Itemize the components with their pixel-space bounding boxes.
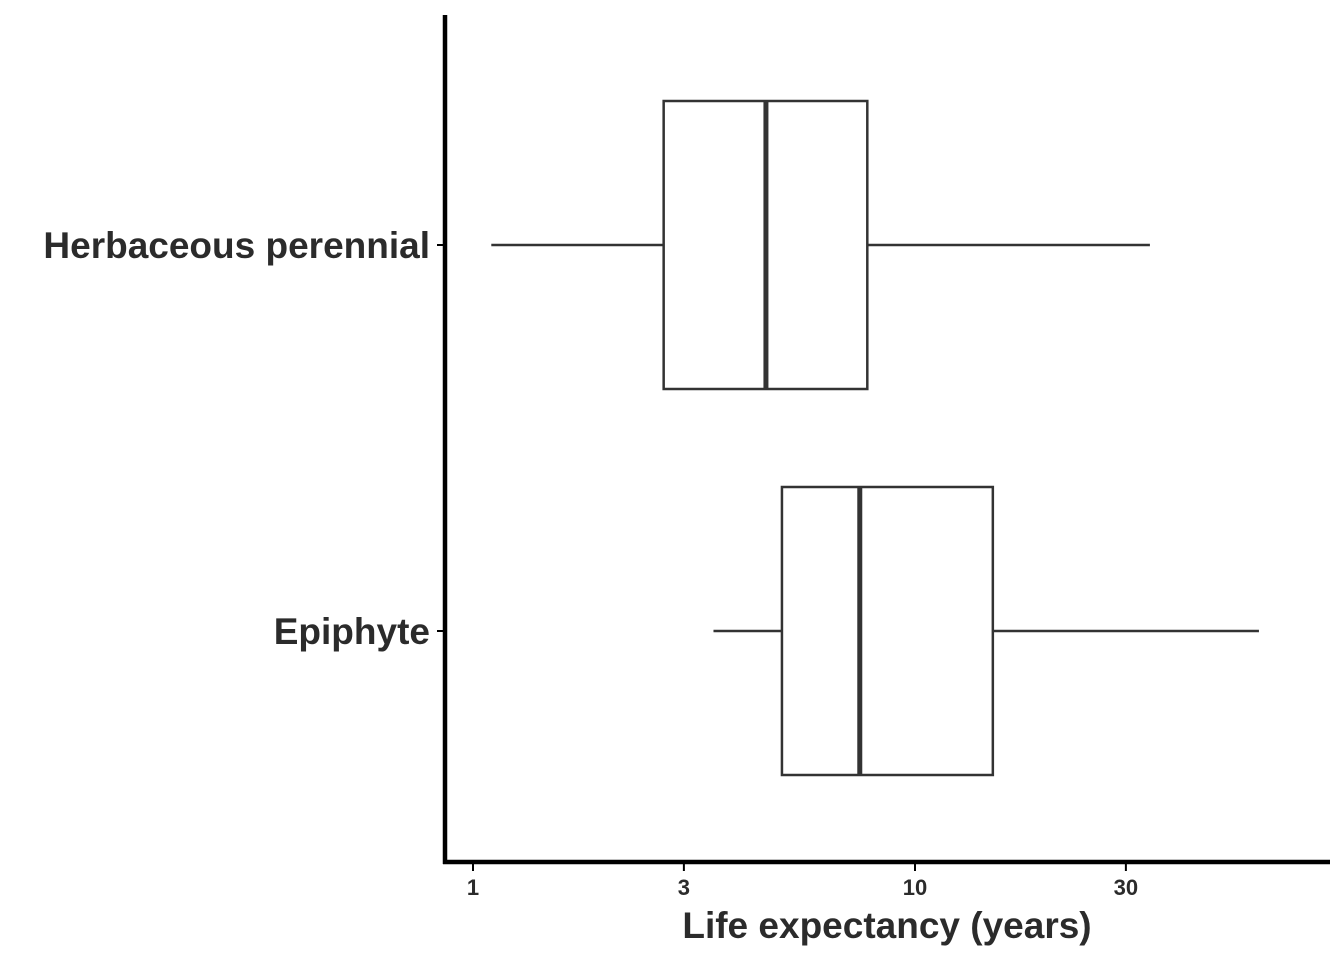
iqr-box [780,485,995,777]
axes-layer [442,15,1330,865]
boxes-layer [491,99,1259,777]
ticks-layer: 1 3 10 30 Herbaceous perennial Epiphyte [43,225,1138,900]
y-tick-label: Herbaceous perennial [43,225,430,266]
box-group-epiphyte [713,485,1259,777]
x-tick-label: 1 [467,875,479,900]
x-axis-title: Life expectancy (years) [682,905,1091,946]
x-tick-label: 30 [1114,875,1138,900]
x-tick-label: 3 [678,875,690,900]
box-group-herbaceous-perennial [491,99,1150,391]
y-tick-label: Epiphyte [274,611,430,652]
x-tick-label: 10 [903,875,927,900]
